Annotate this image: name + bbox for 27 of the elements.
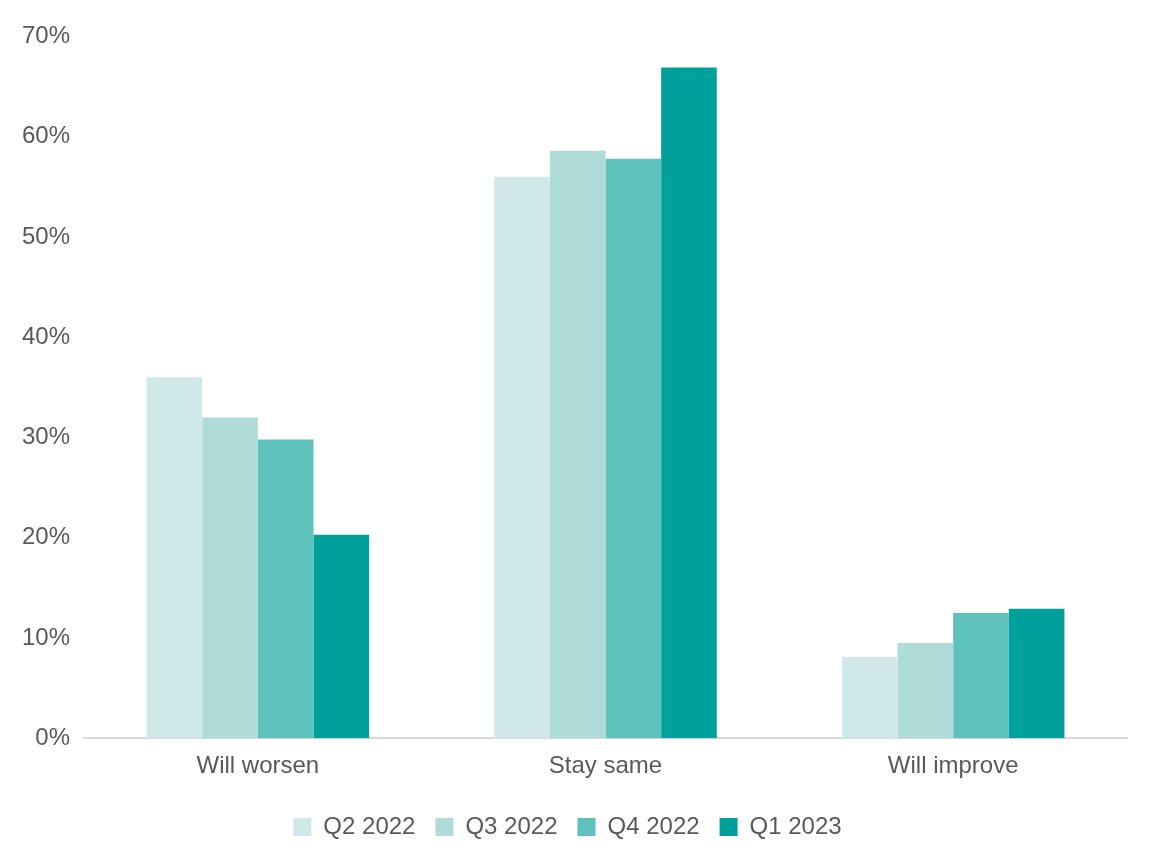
y-tick-label: 30% bbox=[21, 422, 71, 450]
legend-label: Q2 2022 bbox=[323, 811, 416, 839]
bar bbox=[841, 656, 898, 739]
bar bbox=[897, 642, 954, 739]
bar bbox=[202, 417, 258, 739]
y-tick-label: 40% bbox=[21, 321, 71, 349]
bar bbox=[313, 534, 370, 739]
bar bbox=[494, 176, 550, 739]
y-tick-label: 0% bbox=[35, 722, 71, 750]
bar bbox=[146, 377, 203, 739]
bar bbox=[1008, 608, 1065, 739]
x-tick-label: Will improve bbox=[887, 751, 1019, 779]
bar bbox=[661, 67, 717, 739]
y-tick-label: 60% bbox=[21, 121, 71, 149]
x-tick-label: Will worsen bbox=[196, 751, 320, 779]
y-tick-label: 20% bbox=[21, 522, 71, 550]
bar bbox=[605, 158, 662, 739]
legend-label: Q1 2023 bbox=[749, 811, 842, 839]
y-tick-label: 70% bbox=[21, 21, 71, 49]
x-tick-label: Stay same bbox=[548, 751, 663, 779]
y-tick-label: 10% bbox=[21, 622, 71, 650]
legend-label: Q4 2022 bbox=[607, 811, 700, 839]
bar bbox=[257, 439, 314, 739]
y-tick-label: 50% bbox=[21, 221, 71, 249]
bar bbox=[549, 150, 606, 739]
bar bbox=[953, 612, 1009, 739]
legend-label: Q3 2022 bbox=[465, 811, 558, 839]
